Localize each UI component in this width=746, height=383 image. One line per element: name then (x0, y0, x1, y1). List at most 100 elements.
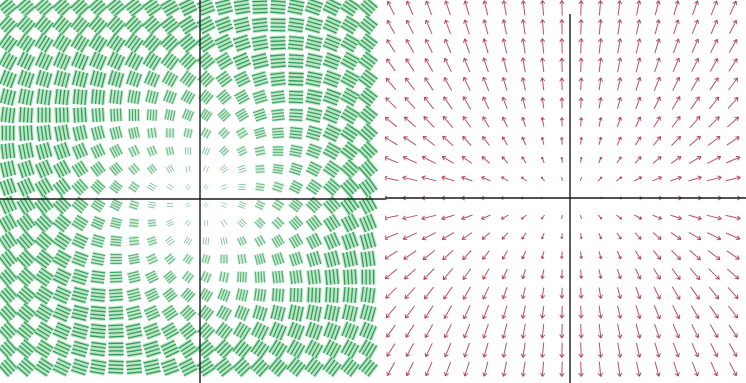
field-arrow (521, 250, 527, 260)
field-arrow (424, 77, 434, 91)
field-arrow (673, 0, 680, 16)
field-arrow (540, 19, 546, 35)
field-arrow (689, 135, 701, 147)
field-arrow (443, 38, 452, 54)
field-arrow (501, 38, 508, 54)
field-arrow (560, 233, 564, 240)
field-arrow (617, 57, 623, 73)
field-glyph (339, 158, 361, 180)
field-glyph (16, 159, 36, 179)
field-glyph (106, 51, 126, 71)
field-glyph (218, 271, 230, 283)
field-glyph (358, 213, 378, 233)
field-glyph (52, 177, 72, 197)
field-arrow (501, 342, 508, 358)
field-arrow (597, 305, 603, 319)
field-glyph (182, 127, 194, 139)
field-glyph (322, 51, 342, 71)
field-glyph (70, 159, 90, 179)
field-glyph (250, 321, 270, 341)
field-glyph (52, 321, 72, 341)
field-arrow (540, 38, 546, 54)
field-glyph (271, 108, 285, 122)
field-arrow (671, 250, 681, 261)
field-glyph (53, 88, 71, 106)
field-glyph (254, 271, 266, 283)
field-glyph (339, 212, 361, 234)
field-arrow (597, 38, 604, 54)
field-glyph (231, 338, 253, 360)
field-arrow (617, 361, 623, 377)
field-arrow (386, 343, 396, 357)
field-arrow (727, 96, 739, 109)
field-glyph (109, 270, 123, 284)
field-glyph (142, 339, 162, 359)
field-glyph (17, 88, 35, 106)
field-glyph (87, 0, 109, 18)
field-glyph (146, 163, 158, 175)
field-glyph (237, 218, 247, 228)
field-arrow (654, 19, 661, 35)
field-arrow (689, 249, 701, 261)
field-glyph (0, 212, 19, 234)
field-glyph (199, 270, 213, 284)
field-glyph (160, 339, 180, 359)
field-glyph (15, 284, 37, 306)
field-glyph (358, 231, 378, 251)
field-glyph (88, 69, 108, 89)
field-glyph (339, 338, 361, 360)
field-glyph (166, 202, 174, 208)
field-arrow (725, 155, 741, 164)
field-arrow (670, 156, 682, 164)
field-glyph (125, 358, 143, 376)
field-glyph (165, 219, 175, 227)
field-arrow (578, 0, 584, 16)
field-glyph (146, 235, 158, 247)
field-arrow (653, 286, 661, 300)
field-glyph (305, 232, 323, 250)
field-arrow (559, 305, 565, 319)
field-arrow (520, 287, 526, 299)
field-glyph (341, 250, 359, 268)
field-glyph (159, 32, 181, 54)
field-glyph (340, 303, 360, 323)
field-glyph (70, 267, 90, 287)
field-glyph (0, 69, 18, 89)
field-glyph (143, 70, 161, 88)
field-glyph (17, 124, 35, 142)
field-glyph (105, 0, 127, 18)
field-glyph (214, 15, 234, 35)
field-arrow (707, 155, 722, 164)
field-glyph (236, 235, 248, 247)
field-glyph (182, 253, 194, 265)
field-arrow (725, 175, 741, 182)
field-arrow (424, 58, 434, 72)
field-arrow (540, 287, 546, 299)
field-glyph (90, 269, 106, 285)
field-glyph (324, 287, 340, 303)
field-glyph (15, 212, 37, 234)
field-arrow (654, 57, 661, 73)
field-arrow (541, 232, 545, 240)
field-glyph (15, 338, 37, 360)
field-arrow (540, 136, 545, 145)
field-glyph (159, 14, 181, 36)
field-arrow (597, 19, 603, 35)
field-glyph (236, 253, 248, 265)
field-glyph (69, 0, 91, 18)
field-arrow (521, 176, 527, 182)
field-glyph (306, 287, 322, 303)
field-arrow (707, 136, 721, 146)
green-rotation-field-panel (0, 0, 385, 383)
field-glyph (52, 69, 72, 89)
red-radial-field-panel (385, 0, 746, 383)
field-arrow (598, 156, 603, 164)
field-arrow (710, 38, 719, 53)
field-glyph (71, 124, 89, 142)
field-arrow (636, 0, 642, 16)
field-glyph (214, 0, 234, 17)
field-arrow (540, 97, 546, 109)
field-arrow (424, 361, 433, 377)
field-arrow (385, 156, 399, 164)
field-arrow (501, 287, 508, 300)
